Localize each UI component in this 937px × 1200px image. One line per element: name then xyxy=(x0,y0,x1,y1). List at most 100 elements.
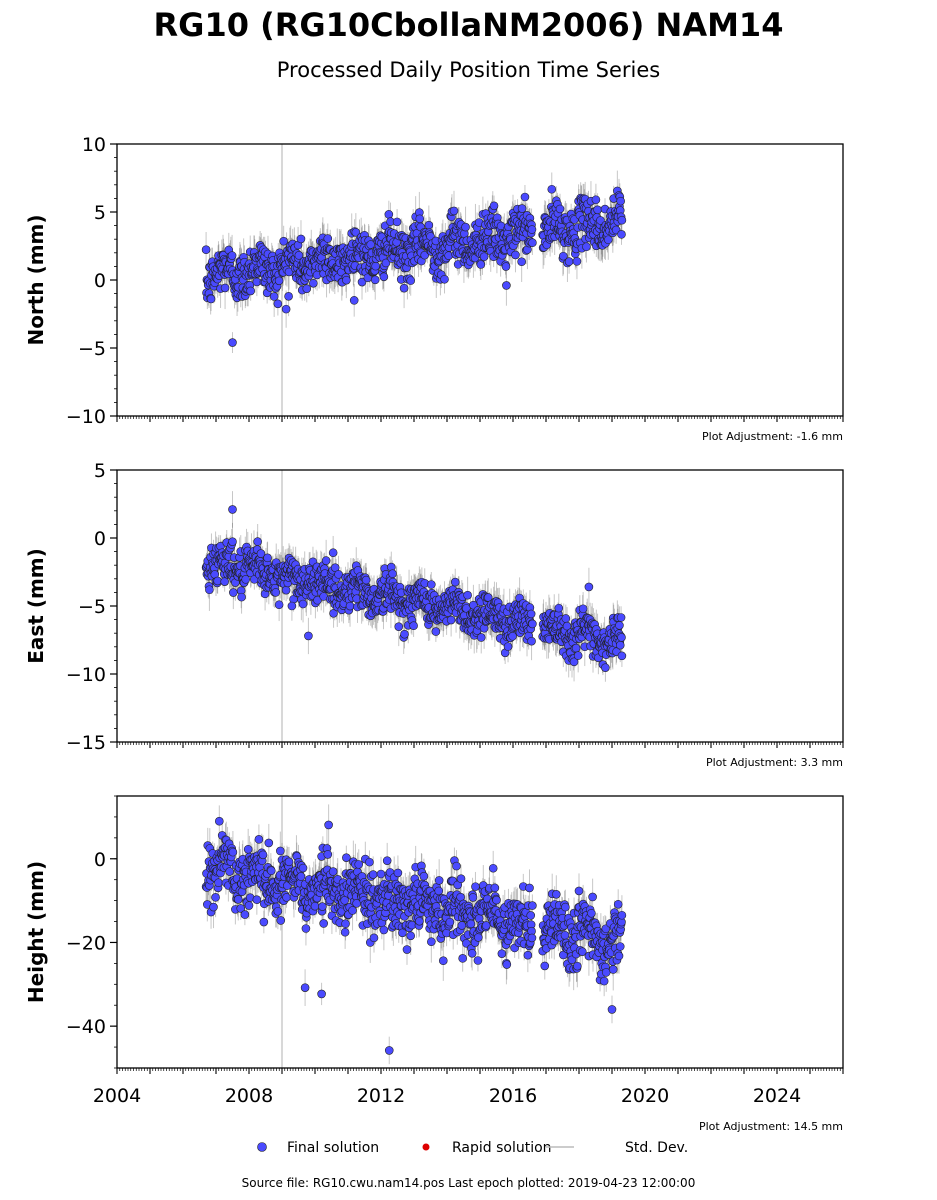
chart-subtitle: Processed Daily Position Time Series xyxy=(276,58,661,82)
data-point xyxy=(562,621,572,631)
data-point xyxy=(309,278,318,288)
data-point xyxy=(479,252,489,262)
y-tick-label: −5 xyxy=(78,596,106,618)
data-point xyxy=(502,281,511,290)
y-tick-label: 10 xyxy=(82,134,106,156)
data-point xyxy=(450,577,460,587)
panel-1: 5 0 −5 −10 −15 East (mm) Plot Adjustment: 3.3 … xyxy=(24,460,844,769)
data-point xyxy=(366,240,375,249)
data-point xyxy=(220,577,229,586)
data-point xyxy=(616,613,626,622)
data-point xyxy=(313,595,322,605)
data-point xyxy=(323,234,333,243)
data-point xyxy=(274,600,284,610)
data-point xyxy=(342,275,351,285)
data-point xyxy=(351,228,361,237)
y-ticks: 5 0 −5 −10 −15 xyxy=(66,460,117,754)
data-point xyxy=(296,234,306,244)
data-point xyxy=(246,286,255,296)
data-point xyxy=(578,604,588,614)
data-point xyxy=(527,225,537,234)
data-point xyxy=(349,296,359,305)
y-axis-label: East (mm) xyxy=(24,548,48,664)
data-point xyxy=(476,633,486,642)
data-point xyxy=(601,663,610,672)
y-tick-label: 5 xyxy=(94,460,106,482)
data-point xyxy=(294,251,304,260)
data-point xyxy=(228,505,237,514)
data-point xyxy=(241,575,250,584)
data-point xyxy=(281,304,291,314)
data-point xyxy=(564,257,574,266)
data-point xyxy=(461,222,470,232)
data-point xyxy=(287,601,297,611)
data-point xyxy=(476,260,486,269)
data-point xyxy=(237,592,246,602)
data-point xyxy=(381,258,391,268)
data-point xyxy=(279,236,288,246)
data-point xyxy=(555,204,565,214)
data-point xyxy=(527,636,536,646)
data-point xyxy=(572,257,582,266)
y-tick-label: −15 xyxy=(66,732,106,754)
data-point xyxy=(329,609,338,618)
data-point xyxy=(547,184,557,194)
y-ticks: 10 5 0 −5 −10 xyxy=(66,134,117,428)
data-point xyxy=(400,629,409,639)
data-point xyxy=(427,580,436,589)
data-point xyxy=(444,251,453,260)
data-point xyxy=(617,651,627,661)
data-point xyxy=(582,242,591,252)
data-point xyxy=(596,216,605,225)
data-point xyxy=(573,651,583,660)
data-point xyxy=(489,201,499,211)
data-point xyxy=(269,292,279,301)
data-point xyxy=(379,272,389,282)
y-axis-label: North (mm) xyxy=(24,214,48,345)
data-point xyxy=(321,556,331,565)
data-point xyxy=(206,294,216,304)
panel-0: 10 5 0 −5 −10 North (mm) Plot Adjustment: -1.6… xyxy=(24,134,844,443)
data-point xyxy=(256,549,266,558)
data-point xyxy=(569,657,579,667)
data-point xyxy=(617,633,626,642)
data-point xyxy=(328,548,338,558)
y-tick-label: 5 xyxy=(94,202,106,224)
data-point xyxy=(281,585,291,595)
data-point xyxy=(561,614,571,623)
data-point xyxy=(615,621,624,630)
data-point xyxy=(220,283,230,293)
data-point xyxy=(205,585,214,595)
data-point xyxy=(228,537,237,546)
data-point xyxy=(591,195,601,205)
data-point xyxy=(584,582,594,592)
plot-adjustment-label: Plot Adjustment: 3.3 mm xyxy=(706,756,843,769)
data-point xyxy=(357,277,367,287)
data-point xyxy=(201,245,211,255)
data-point xyxy=(371,261,380,271)
x-ticks xyxy=(116,742,844,748)
data-point xyxy=(446,615,456,625)
data-point xyxy=(273,299,283,309)
data-point xyxy=(617,230,626,239)
data-point xyxy=(420,250,430,260)
data-point xyxy=(571,643,581,653)
x-ticks xyxy=(116,416,844,422)
data-point xyxy=(593,205,602,215)
y-tick-label: −10 xyxy=(66,406,106,428)
data-point xyxy=(253,537,262,546)
data-point xyxy=(554,603,564,613)
data-point xyxy=(394,622,404,631)
data-point xyxy=(384,210,394,219)
data-point xyxy=(304,631,313,641)
data-point xyxy=(559,251,568,261)
data-point xyxy=(449,206,459,216)
panels-group: 10 5 0 −5 −10 North (mm) Plot Adjustment: -1.6… xyxy=(24,134,844,1133)
plot-adjustment-label: Plot Adjustment: -1.6 mm xyxy=(702,430,843,443)
data-point xyxy=(370,275,380,285)
data-point xyxy=(520,192,530,202)
data-point xyxy=(616,196,625,206)
y-tick-label: −5 xyxy=(78,338,106,360)
